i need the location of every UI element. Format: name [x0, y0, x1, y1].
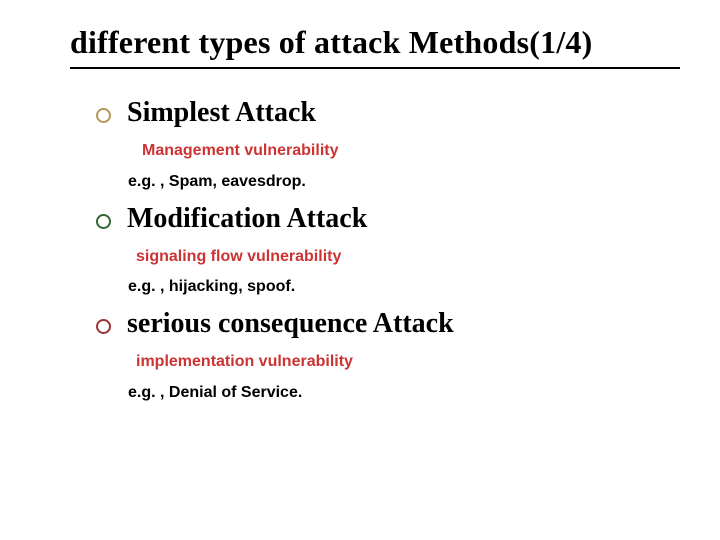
bullet-row-2: Modification Attack	[96, 203, 680, 235]
slide: different types of attack Methods(1/4) S…	[0, 0, 720, 540]
section-simplest: Simplest Attack Management vulnerability…	[70, 97, 680, 193]
circle-bullet-icon	[96, 319, 111, 334]
section-modification: Modification Attack signaling flow vulne…	[70, 203, 680, 299]
subtext-signaling-vuln: signaling flow vulnerability	[136, 247, 680, 268]
heading-simplest: Simplest Attack	[127, 97, 316, 129]
circle-bullet-icon	[96, 108, 111, 123]
heading-modification: Modification Attack	[127, 203, 367, 235]
bullet-row-1: Simplest Attack	[96, 97, 680, 129]
title-underline	[70, 67, 680, 69]
circle-bullet-icon	[96, 214, 111, 229]
subtext-management-vuln: Management vulnerability	[142, 141, 680, 162]
section-serious: serious consequence Attack implementatio…	[70, 308, 680, 404]
example-dos: e.g. , Denial of Service.	[128, 383, 680, 404]
bullet-row-3: serious consequence Attack	[96, 308, 680, 340]
example-spam: e.g. , Spam, eavesdrop.	[128, 172, 680, 193]
example-hijacking: e.g. , hijacking, spoof.	[128, 277, 680, 298]
heading-serious: serious consequence Attack	[127, 308, 454, 340]
slide-title: different types of attack Methods(1/4)	[70, 24, 680, 61]
subtext-impl-vuln: implementation vulnerability	[136, 352, 680, 373]
